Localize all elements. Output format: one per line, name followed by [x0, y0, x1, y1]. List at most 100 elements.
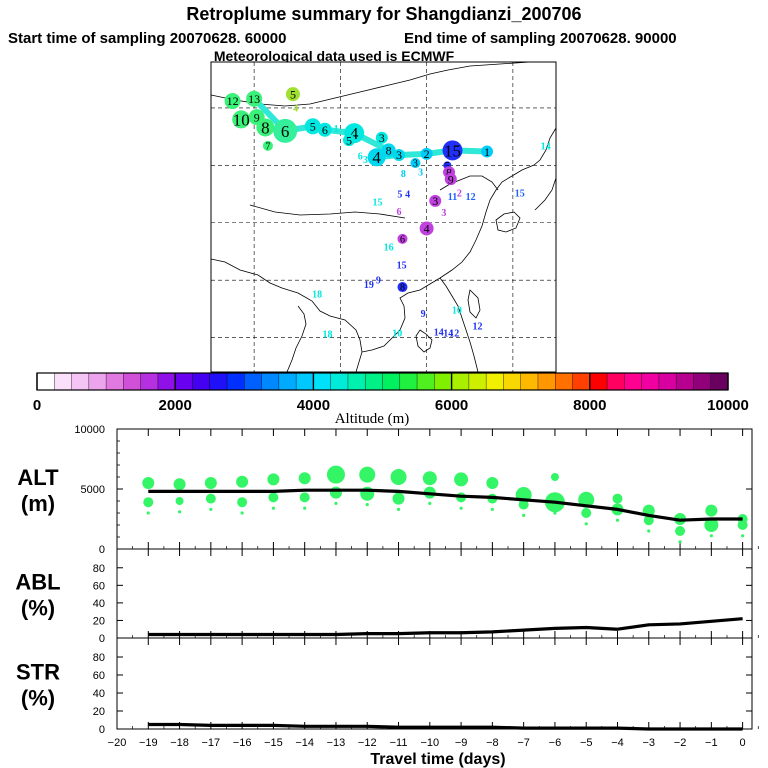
- plume-marker-label: 6: [322, 123, 328, 137]
- colorbar-cell: [555, 373, 574, 390]
- altitude-cluster-dot: [390, 469, 407, 485]
- altitude-cluster-dot: [705, 504, 718, 517]
- altitude-cluster-dot: [205, 493, 216, 504]
- plume-marker: 8: [256, 118, 275, 137]
- colorbar-tick-label: 10000: [707, 397, 749, 414]
- altitude-cluster-dot-small: [584, 522, 588, 526]
- plume-marker: 3: [375, 131, 388, 145]
- plume-marker: 10: [452, 306, 462, 317]
- y-tick-label: 20: [93, 706, 105, 718]
- altitude-cluster-dot: [326, 465, 345, 484]
- altitude-cluster-dot: [454, 472, 469, 487]
- altitude-cluster-dot: [518, 499, 529, 510]
- plume-marker-dot: [481, 145, 493, 158]
- plume-marker-label: 4: [405, 190, 410, 201]
- altitude-cluster-dot-small: [240, 511, 244, 515]
- plume-marker-label: 6: [281, 122, 290, 141]
- altitude-cluster-dot-small: [303, 506, 307, 510]
- x-tick-labels: −20 −19 −18 −17 −16 −15 −14 −13 −12 −11 −10 −9 −8 −7−…: [108, 737, 746, 749]
- altitude-cluster-dot-small: [741, 534, 745, 538]
- panel-label: STR: [16, 660, 60, 685]
- x-tick-label: −3: [642, 737, 655, 749]
- plume-marker-label: 5: [310, 119, 316, 133]
- plume-marker-label: 13: [248, 92, 260, 106]
- plume-marker-dot: [429, 194, 442, 207]
- y-tick-label: 0: [99, 724, 105, 736]
- colorbar-cell: [468, 373, 487, 390]
- plume-marker: 9: [421, 309, 426, 320]
- x-tick-label: −1: [705, 737, 718, 749]
- plume-marker-label: 3: [379, 131, 385, 145]
- altitude-cluster-dot: [675, 526, 686, 536]
- altitude-cluster-dot-small: [553, 511, 557, 515]
- colorbar-cell: [451, 373, 470, 390]
- plume-marker: 4: [367, 148, 386, 167]
- plume-marker: 4: [293, 103, 298, 114]
- plume-marker-dot: [317, 122, 332, 137]
- plume-marker: 4: [419, 221, 434, 236]
- colorbar-cell: [676, 373, 694, 390]
- series-line-abl: [148, 617, 743, 637]
- colorbar-tick-label: 6000: [435, 397, 468, 414]
- plume-marker: 15: [515, 188, 525, 199]
- plume-marker: 12: [224, 93, 241, 110]
- plume-marker: 8: [397, 282, 408, 294]
- plume-marker: 15: [372, 198, 382, 209]
- plume-marker-label: 2: [424, 147, 430, 161]
- plume-marker-label: 5: [397, 190, 402, 201]
- coastline: [210, 61, 557, 373]
- x-tick-label: −5: [580, 737, 593, 749]
- plume-marker-label: 8: [400, 283, 405, 294]
- plume-marker-label: 15: [372, 198, 382, 209]
- altitude-cluster-dot-small: [365, 503, 369, 507]
- colorbar-tick-label: 2000: [159, 397, 192, 414]
- colorbar-tick-label: 8000: [573, 397, 606, 414]
- colorbar-cell: [417, 373, 435, 390]
- plume-marker-dot: [246, 90, 263, 107]
- plume-marker-label: 5: [290, 87, 296, 101]
- x-tick-label: −16: [233, 737, 252, 749]
- plume-marker: 3: [393, 148, 406, 162]
- x-tick-label: −6: [549, 737, 562, 749]
- colorbar-cell: [658, 373, 677, 390]
- altitude-cluster-dot: [237, 497, 248, 508]
- colorbar-cell: [693, 373, 712, 390]
- colorbar-cell: [278, 373, 297, 390]
- altitude-cluster-dot: [142, 477, 155, 489]
- plume-marker-dot: [381, 143, 396, 158]
- plume-marker-label: 4: [350, 124, 359, 143]
- colorbar-cell: [175, 373, 193, 390]
- plume-marker-dot: [393, 149, 406, 161]
- plume-marker-dot: [444, 173, 457, 186]
- panel-label: ALT: [17, 465, 59, 490]
- colorbar-cell: [88, 373, 107, 390]
- plume-marker-dot: [304, 118, 321, 135]
- plume-marker: 5: [304, 118, 321, 135]
- altitude-cluster-dot: [581, 508, 592, 518]
- plume-marker-label: 9: [448, 172, 454, 186]
- colorbar-cell: [244, 373, 263, 390]
- colorbar-cell: [365, 373, 383, 390]
- altitude-cluster-dot-small: [209, 507, 213, 511]
- plume-marker: 8: [401, 169, 406, 180]
- colorbar-cell: [106, 373, 124, 390]
- plume-marker-label: 12: [449, 328, 459, 339]
- x-tick-label: −4: [611, 737, 624, 749]
- plume-marker-label: 4: [424, 222, 430, 236]
- plume-marker: 12: [466, 192, 476, 203]
- y-tick-label: 80: [93, 563, 105, 575]
- colorbar-cell: [641, 373, 660, 390]
- y-tick-label: 60: [93, 670, 105, 682]
- plume-marker: 1: [481, 145, 493, 159]
- plume-marker-label: 8: [446, 165, 452, 179]
- panel-str: 0 20 40 60 80 STR(%): [16, 637, 759, 736]
- x-tick-label: −13: [327, 737, 346, 749]
- plume-marker-dot: [419, 221, 434, 236]
- plume-marker-label: 14: [434, 327, 444, 338]
- start-time-label: Start time of sampling 20070628. 60000: [8, 30, 286, 47]
- altitude-cluster-dot: [143, 497, 154, 508]
- plume-marker: 1: [334, 124, 339, 135]
- plume-marker-dot: [442, 140, 463, 161]
- plume-marker: 14: [541, 141, 551, 152]
